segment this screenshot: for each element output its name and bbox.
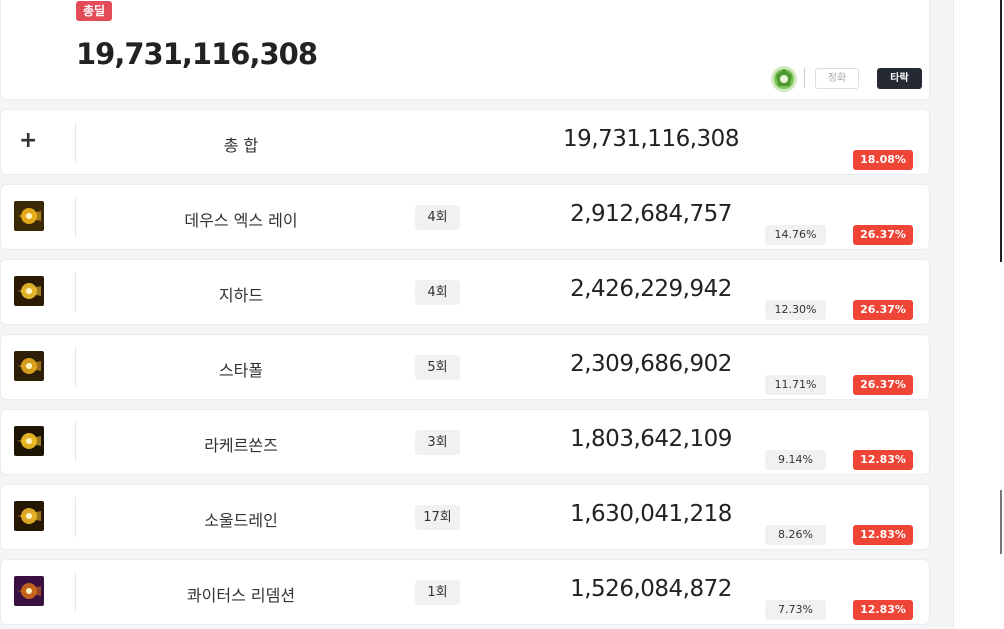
divider [75,197,76,237]
hit-count-badge: 1회 [415,580,460,605]
skill-damage: 1,630,041,218 [570,501,732,527]
divider [804,68,805,88]
skill-name: 라케르쏜즈 [204,436,278,455]
hit-count-badge: 3회 [415,430,460,455]
rate-badge: 26.37% [853,375,913,395]
total-damage-badge: 총딜 [76,1,113,21]
hit-count-badge: 5회 [415,355,460,380]
skill-damage: 2,426,229,942 [570,276,732,302]
skill-damage: 1,526,084,872 [570,576,732,602]
scroll-edge-lower [1000,490,1002,554]
skill-soul-drain-icon [14,501,44,531]
skill-row: 지하드 4회 2,426,229,942 12.30% 26.37% [0,259,930,325]
rate-badge: 26.37% [853,300,913,320]
damage-share-badge: 8.26% [765,525,826,545]
green-gem-icon[interactable] [770,65,798,93]
skill-beam-icon [14,201,44,231]
scroll-edge [1000,0,1002,262]
rate-badge: 12.83% [853,600,913,620]
skill-row: 소울드레인 17회 1,630,041,218 8.26% 12.83% [0,484,930,550]
skill-name: 지하드 [218,286,264,305]
skill-name: 소울드레인 [204,511,278,530]
plus-icon[interactable]: + [19,128,38,153]
skill-row: 스타폴 5회 2,309,686,902 11.71% 26.37% [0,334,930,400]
skill-row: 콰이터스 리뎀션 1회 1,526,084,872 7.73% 12.83% [0,559,930,625]
row-damage: 19,731,116,308 [563,126,739,152]
damage-share-badge: 12.30% [765,300,826,320]
rate-badge: 26.37% [853,225,913,245]
skill-damage: 2,309,686,902 [570,351,732,377]
divider [75,422,76,462]
damage-share-badge: 11.71% [765,375,826,395]
divider [75,272,76,312]
row-rate-badge: 18.08% [853,150,913,170]
skill-starfall-icon [14,351,44,381]
damage-share-badge: 9.14% [765,450,826,470]
skill-name: 스타폴 [218,361,264,380]
skill-thorns-icon [14,426,44,456]
row-name: 총 합 [223,136,259,155]
hit-count-badge: 17회 [415,505,460,530]
purify-button[interactable]: 정화 [815,68,859,89]
skill-burst-icon [14,276,44,306]
divider [75,347,76,387]
hit-count-badge: 4회 [415,205,460,230]
divider [75,122,76,162]
right-panel [953,0,1004,629]
skill-damage: 1,803,642,109 [570,426,732,452]
rate-badge: 12.83% [853,450,913,470]
total-row: + 총 합 19,731,116,308 18.08% [0,109,930,175]
skill-row: 데우스 엑스 레이 4회 2,912,684,757 14.76% 26.37% [0,184,930,250]
damage-share-badge: 7.73% [765,600,826,620]
divider [75,497,76,537]
skill-name: 콰이터스 리뎀션 [186,586,296,605]
damage-share-badge: 14.76% [765,225,826,245]
skill-redemption-icon [14,576,44,606]
rate-badge: 12.83% [853,525,913,545]
total-damage-value: 19,731,116,308 [76,37,318,71]
hit-count-badge: 4회 [415,280,460,305]
skill-damage: 2,912,684,757 [570,201,732,227]
divider [75,572,76,612]
skill-name: 데우스 엑스 레이 [184,211,298,230]
total-damage-card: 총딜 19,731,116,308 정화 타락 [0,0,930,100]
corrupt-button[interactable]: 타락 [877,68,922,89]
skill-row: 라케르쏜즈 3회 1,803,642,109 9.14% 12.83% [0,409,930,475]
